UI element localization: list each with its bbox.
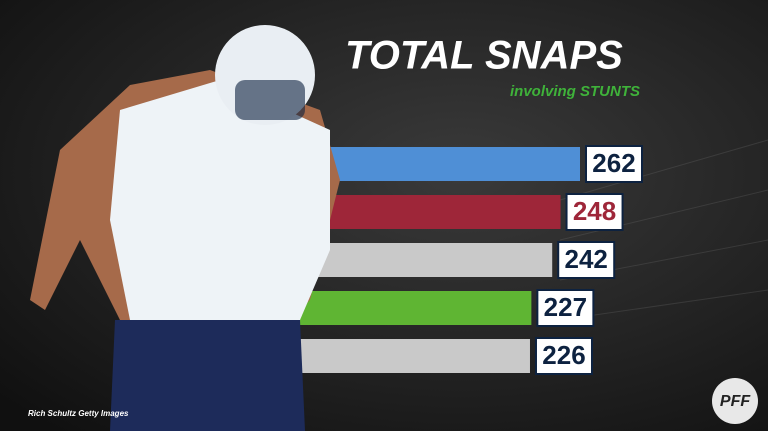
logo-badge xyxy=(712,378,758,424)
chart-title: TOTAL SNAPS xyxy=(345,34,623,78)
value-label-box xyxy=(557,241,616,279)
value-label: 227 xyxy=(544,292,587,322)
logo: PFF xyxy=(720,393,751,410)
value-label: 262 xyxy=(592,148,635,178)
value-label-box xyxy=(585,145,643,183)
value-label: 248 xyxy=(573,196,616,226)
value-label-box xyxy=(565,193,624,231)
value-label: 242 xyxy=(565,244,608,274)
stadium-lines xyxy=(559,139,768,321)
photo-credit: Rich Schultz Getty Images xyxy=(28,409,129,418)
chart-subtitle: involving STUNTS xyxy=(510,83,640,100)
player xyxy=(30,25,340,431)
value-label-box xyxy=(536,289,595,327)
value-label: 226 xyxy=(542,340,585,370)
value-label-box xyxy=(534,337,593,375)
